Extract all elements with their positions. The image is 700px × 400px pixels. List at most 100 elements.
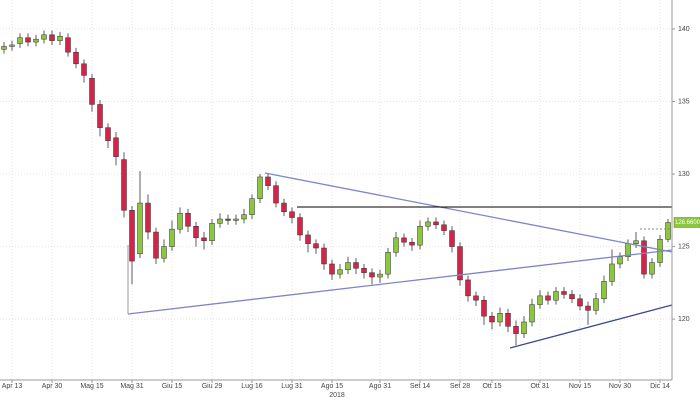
candle-body [417, 226, 423, 246]
candle-body [369, 272, 375, 278]
candle-body [1, 46, 7, 50]
x-tick-label: Lug 16 [241, 383, 263, 390]
candle-body [89, 78, 95, 105]
candle-body [289, 211, 295, 218]
candle-body [385, 252, 391, 275]
candle-body [273, 185, 279, 204]
candle-body [361, 268, 367, 273]
candle-body [425, 221, 431, 227]
candle-body [193, 226, 199, 239]
candle-body [145, 202, 151, 233]
candle-body [473, 295, 479, 301]
trend-line [127, 249, 673, 315]
candle-body [81, 63, 87, 76]
candle-body [41, 34, 47, 40]
candle-body [209, 223, 215, 242]
y-tick-label: 135 [678, 98, 690, 105]
candle-body [449, 230, 455, 247]
candle-body [353, 262, 359, 269]
candle-body [169, 228, 175, 247]
candle-body [265, 176, 271, 186]
trend-line [264, 172, 673, 253]
candle-body [281, 202, 287, 213]
candle-body [25, 37, 31, 43]
candle-body [577, 298, 583, 307]
candle-body [177, 212, 183, 230]
candle-body [433, 221, 439, 226]
candle-body [465, 279, 471, 297]
x-tick-label: Ago 31 [369, 383, 391, 390]
x-tick-label: Set 28 [450, 383, 470, 390]
candle-body [345, 262, 351, 271]
x-tick-label: Nov 15 [569, 383, 591, 390]
candle-body [513, 326, 519, 334]
candle-body [49, 34, 55, 41]
candle-body [537, 295, 543, 305]
trend-lines [127, 172, 673, 349]
last-price-marker [673, 217, 700, 228]
candle-body [97, 104, 103, 128]
candle-body [633, 240, 639, 244]
candle-body [489, 315, 495, 323]
x-tick-label: Giu 29 [202, 383, 223, 390]
x-tick-label: Set 14 [410, 383, 430, 390]
candle-body [521, 321, 527, 334]
candle-body [217, 218, 223, 224]
candle-body [617, 256, 623, 265]
candle-body [233, 218, 239, 221]
x-tick-label: Apr 13 [2, 383, 23, 390]
x-tick-label: Mag 15 [80, 383, 103, 390]
candle-body [641, 240, 647, 275]
candle-body [457, 246, 463, 281]
grid [0, 0, 672, 380]
candle-body [329, 263, 335, 275]
candle-body [377, 273, 383, 278]
x-tick-label: Ott 31 [530, 383, 549, 390]
y-tick-label: 130 [678, 171, 690, 178]
x-tick-label: Nov 30 [609, 383, 631, 390]
candle-body [529, 304, 535, 323]
candle-body [121, 159, 127, 211]
candle-body [393, 237, 399, 253]
candle-body [569, 294, 575, 300]
last-price-label: 126.6600 [675, 220, 700, 226]
candle-body [249, 198, 255, 215]
candle-body [561, 291, 567, 295]
candle-body [137, 202, 143, 255]
candle-body [129, 210, 135, 262]
candle-body [609, 263, 615, 282]
candle-body [65, 37, 71, 53]
candle-body [601, 281, 607, 300]
x-tick-label: Apr 30 [42, 383, 63, 390]
candle-body [225, 218, 231, 221]
x-tick-label: Lug 31 [281, 383, 303, 390]
candle-body [497, 313, 503, 323]
candle-body [33, 38, 39, 43]
candle-body [185, 212, 191, 227]
candle-body [545, 295, 551, 301]
candle-body [337, 269, 343, 275]
candle-body [17, 37, 23, 44]
y-tick-label: 140 [678, 26, 690, 33]
candle-body [481, 299, 487, 317]
candle-body [73, 51, 79, 65]
candle-body [441, 224, 447, 231]
candle-body [313, 243, 319, 249]
candle-body [257, 176, 263, 199]
trend-line [509, 304, 673, 349]
x-tick-label: Ago 15 [321, 383, 343, 390]
candle-body [593, 298, 599, 311]
candle-body [401, 237, 407, 243]
candle-body [57, 36, 63, 41]
x-sublabel: 2018 [329, 392, 345, 399]
y-tick-label: 125 [678, 243, 690, 250]
y-tick-label: 120 [678, 316, 690, 323]
x-tick-label: Mag 31 [120, 383, 143, 390]
candle-body [505, 313, 511, 327]
candle-body [665, 222, 671, 240]
candle-body [161, 246, 167, 259]
candle-body [105, 127, 111, 141]
candle-body [553, 291, 559, 301]
